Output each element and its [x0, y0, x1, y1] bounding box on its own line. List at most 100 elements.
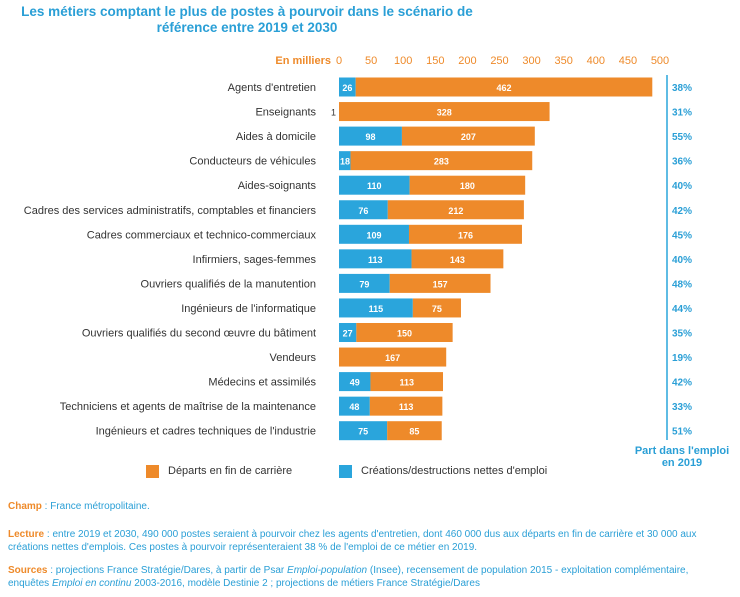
- share-label: 42%: [672, 206, 692, 217]
- category-label: Vendeurs: [270, 352, 317, 364]
- share-label: 51%: [672, 427, 692, 438]
- bar-creations: [339, 175, 410, 195]
- share-label: 31%: [672, 108, 692, 119]
- bar-label-creations: 113: [368, 255, 383, 265]
- bar-departs: [370, 372, 444, 392]
- share-label: 38%: [672, 83, 692, 94]
- legend-swatch-departs: [146, 465, 159, 478]
- bar-label-departs: 176: [458, 230, 473, 240]
- bar-creations: [339, 77, 356, 97]
- bar-label-departs: 462: [496, 83, 511, 93]
- bar-creations: [339, 298, 413, 318]
- share-label: 33%: [672, 402, 692, 413]
- bar-departs: [369, 396, 443, 416]
- bar-creations: [339, 273, 390, 293]
- bar-departs: [387, 200, 524, 220]
- bar-departs: [412, 298, 461, 318]
- bar-departs: [411, 249, 504, 269]
- category-label: Ingénieurs et cadres techniques de l'ind…: [96, 426, 316, 438]
- bar-creations: [339, 200, 388, 220]
- note-sources-text-1: : projections France Stratégie/Dares, à …: [47, 565, 288, 576]
- category-label: Agents d'entretien: [228, 82, 316, 94]
- share-label: 42%: [672, 378, 692, 389]
- bar-departs: [350, 151, 533, 171]
- bar-departs: [387, 421, 442, 441]
- bar-label-creations: 1: [331, 108, 336, 118]
- share-label: 35%: [672, 329, 692, 340]
- share-label: 48%: [672, 279, 692, 290]
- share-label: 40%: [672, 181, 692, 192]
- bar-label-creations: 75: [358, 427, 368, 437]
- bar-departs: [339, 347, 447, 367]
- x-tick-label: 150: [426, 55, 444, 67]
- bar-departs: [355, 77, 653, 97]
- share-label: 45%: [672, 230, 692, 241]
- category-label: Ouvriers qualifiés de la manutention: [141, 278, 316, 290]
- share-header-line-1: Part dans l'emploi: [635, 445, 729, 457]
- bar-label-departs: 85: [409, 427, 419, 437]
- x-tick-label: 100: [394, 55, 412, 67]
- category-label: Enseignants: [255, 107, 316, 119]
- bar-label-departs: 283: [434, 157, 449, 167]
- category-label: Aides-soignants: [238, 180, 317, 192]
- bar-departs: [339, 102, 550, 122]
- x-tick-label: 250: [490, 55, 508, 67]
- legend-label-departs: Départs en fin de carrière: [168, 465, 293, 477]
- legend-swatch-creations: [339, 465, 352, 478]
- bar-label-creations: 18: [340, 157, 350, 167]
- bar-label-creations: 76: [358, 206, 368, 216]
- bar-chart: En milliers 0 50 100 150 200 250 300 350 400 450 50…: [24, 55, 729, 469]
- share-label: 19%: [672, 353, 692, 364]
- note-champ: Champ : France métropolitaine.: [8, 501, 732, 514]
- share-header-line-2: en 2019: [662, 457, 702, 469]
- bar-label-creations: 115: [369, 304, 384, 314]
- x-tick-label: 200: [458, 55, 476, 67]
- bar-label-creations: 48: [349, 402, 359, 412]
- bar-label-departs: 75: [432, 304, 442, 314]
- bar-label-creations: 27: [343, 329, 353, 339]
- category-label: Cadres des services administratifs, comp…: [24, 205, 317, 217]
- unit-label: En milliers: [275, 55, 331, 67]
- category-label: Infirmiers, sages-femmes: [193, 254, 317, 266]
- bar-label-departs: 113: [399, 378, 414, 388]
- x-tick-label: 300: [522, 55, 540, 67]
- bar-creations: [339, 396, 370, 416]
- share-label: 40%: [672, 255, 692, 266]
- bar-label-departs: 180: [460, 181, 475, 191]
- note-champ-text: : France métropolitaine.: [41, 501, 150, 512]
- share-label: 44%: [672, 304, 692, 315]
- note-champ-label: Champ: [8, 501, 42, 512]
- bar-label-departs: 212: [448, 206, 463, 216]
- note-lecture-label: Lecture: [8, 529, 45, 540]
- bar-creations: [339, 126, 402, 146]
- share-label: 55%: [672, 132, 692, 143]
- note-sources-text-3: 2003-2016, modèle Destinie 2 ; projectio…: [131, 577, 480, 589]
- bar-label-departs: 157: [433, 279, 448, 289]
- category-label: Ingénieurs de l'informatique: [181, 303, 316, 315]
- note-lecture-text: : entre 2019 et 2030, 490 000 postes ser…: [8, 529, 697, 553]
- bar-label-departs: 328: [437, 108, 452, 118]
- bar-creations: [339, 224, 409, 244]
- bar-label-departs: 150: [397, 329, 412, 339]
- note-sources: Sources : projections France Stratégie/D…: [8, 565, 732, 590]
- bar-label-creations: 79: [359, 279, 369, 289]
- bar-label-departs: 143: [450, 255, 465, 265]
- bar-creations: [339, 372, 371, 392]
- bar-departs: [408, 224, 522, 244]
- note-sources-emph-2: Emploi en continu: [51, 577, 132, 589]
- x-tick-label: 450: [619, 55, 637, 67]
- x-tick-label: 400: [587, 55, 605, 67]
- bar-label-departs: 113: [399, 402, 414, 412]
- legend-label-creations: Créations/destructions nettes d'emploi: [361, 465, 548, 477]
- bar-departs: [401, 126, 535, 146]
- category-label: Conducteurs de véhicules: [189, 156, 316, 168]
- note-lecture: Lecture : entre 2019 et 2030, 490 000 po…: [8, 529, 732, 554]
- bar-label-creations: 49: [350, 378, 360, 388]
- note-sources-text-2: (Insee), recensement de population 2015 …: [8, 565, 689, 589]
- bar-label-creations: 98: [365, 132, 375, 142]
- note-sources-emph-1: Emploi-population: [287, 565, 368, 576]
- bar-label-creations: 110: [367, 181, 382, 191]
- x-tick-label: 50: [365, 55, 377, 67]
- bar-departs: [409, 175, 526, 195]
- bar-departs: [356, 323, 453, 342]
